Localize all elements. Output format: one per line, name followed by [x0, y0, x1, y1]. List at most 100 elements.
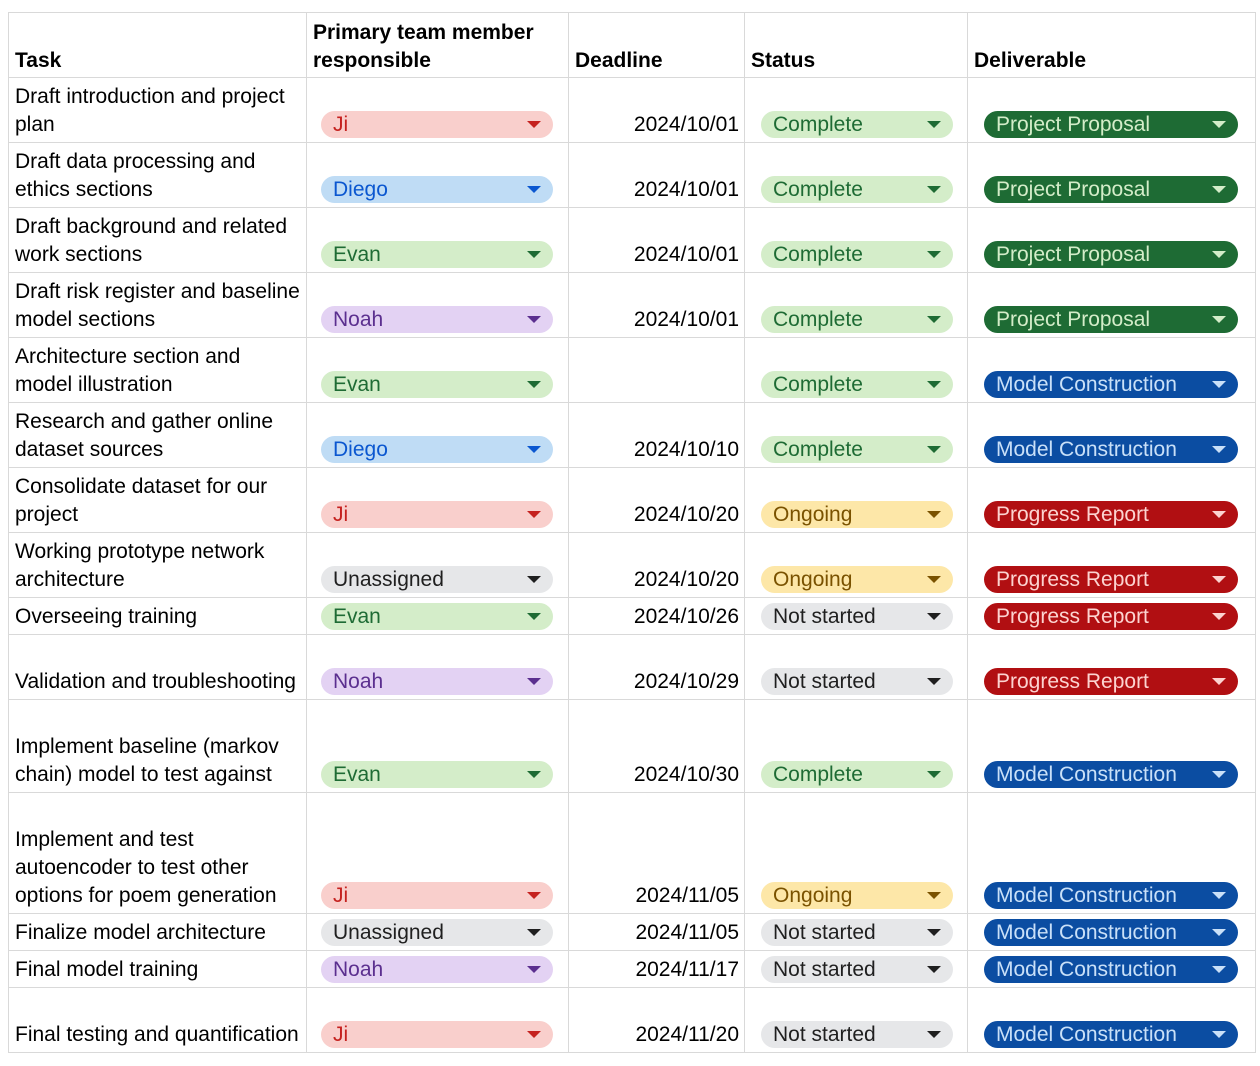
chevron-down-icon[interactable] — [927, 966, 941, 973]
chevron-down-icon[interactable] — [1212, 966, 1226, 973]
task-cell[interactable]: Architecture section and model illustrat… — [8, 337, 307, 403]
deliverable-dropdown[interactable]: Model Construction — [984, 919, 1238, 946]
header-member[interactable]: Primary team member responsible — [306, 12, 569, 78]
status-dropdown[interactable]: Not started — [761, 956, 953, 983]
chevron-down-icon[interactable] — [1212, 186, 1226, 193]
chevron-down-icon[interactable] — [1212, 929, 1226, 936]
deadline-cell[interactable]: 2024/10/26 — [568, 597, 745, 635]
chevron-down-icon[interactable] — [527, 966, 541, 973]
chevron-down-icon[interactable] — [527, 892, 541, 899]
chevron-down-icon[interactable] — [1212, 576, 1226, 583]
member-dropdown[interactable]: Diego — [321, 176, 553, 203]
deadline-cell[interactable]: 2024/10/10 — [568, 402, 745, 468]
member-dropdown[interactable]: Ji — [321, 111, 553, 138]
member-cell[interactable]: Ji — [306, 792, 569, 914]
status-cell[interactable]: Ongoing — [744, 467, 968, 533]
task-cell[interactable]: Overseeing training — [8, 597, 307, 635]
member-dropdown[interactable]: Evan — [321, 761, 553, 788]
status-cell[interactable]: Complete — [744, 142, 968, 208]
deadline-cell[interactable]: 2024/11/05 — [568, 792, 745, 914]
deliverable-cell[interactable]: Project Proposal — [967, 207, 1256, 273]
chevron-down-icon[interactable] — [927, 929, 941, 936]
status-dropdown[interactable]: Complete — [761, 306, 953, 333]
deliverable-cell[interactable]: Project Proposal — [967, 272, 1256, 338]
chevron-down-icon[interactable] — [927, 446, 941, 453]
chevron-down-icon[interactable] — [927, 613, 941, 620]
member-cell[interactable]: Evan — [306, 337, 569, 403]
status-cell[interactable]: Complete — [744, 402, 968, 468]
member-dropdown[interactable]: Noah — [321, 306, 553, 333]
status-dropdown[interactable]: Ongoing — [761, 882, 953, 909]
member-dropdown[interactable]: Evan — [321, 603, 553, 630]
deliverable-dropdown[interactable]: Project Proposal — [984, 306, 1238, 333]
chevron-down-icon[interactable] — [527, 511, 541, 518]
deliverable-dropdown[interactable]: Progress Report — [984, 566, 1238, 593]
member-cell[interactable]: Evan — [306, 207, 569, 273]
chevron-down-icon[interactable] — [1212, 316, 1226, 323]
status-dropdown[interactable]: Ongoing — [761, 566, 953, 593]
member-dropdown[interactable]: Unassigned — [321, 919, 553, 946]
member-dropdown[interactable]: Unassigned — [321, 566, 553, 593]
deliverable-dropdown[interactable]: Model Construction — [984, 882, 1238, 909]
deliverable-dropdown[interactable]: Model Construction — [984, 1021, 1238, 1048]
deliverable-dropdown[interactable]: Model Construction — [984, 761, 1238, 788]
member-cell[interactable]: Ji — [306, 77, 569, 143]
deadline-cell[interactable]: 2024/10/30 — [568, 699, 745, 793]
deliverable-cell[interactable]: Model Construction — [967, 699, 1256, 793]
chevron-down-icon[interactable] — [927, 251, 941, 258]
deliverable-dropdown[interactable]: Project Proposal — [984, 241, 1238, 268]
chevron-down-icon[interactable] — [1212, 251, 1226, 258]
chevron-down-icon[interactable] — [1212, 446, 1226, 453]
member-cell[interactable]: Unassigned — [306, 913, 569, 951]
header-deliverable[interactable]: Deliverable — [967, 12, 1256, 78]
header-deadline[interactable]: Deadline — [568, 12, 745, 78]
deliverable-dropdown[interactable]: Project Proposal — [984, 111, 1238, 138]
deliverable-cell[interactable]: Model Construction — [967, 950, 1256, 988]
chevron-down-icon[interactable] — [1212, 613, 1226, 620]
deadline-cell[interactable]: 2024/10/01 — [568, 142, 745, 208]
deliverable-cell[interactable]: Model Construction — [967, 913, 1256, 951]
task-cell[interactable]: Final testing and quantification — [8, 987, 307, 1053]
chevron-down-icon[interactable] — [527, 576, 541, 583]
chevron-down-icon[interactable] — [927, 381, 941, 388]
status-cell[interactable]: Ongoing — [744, 792, 968, 914]
deliverable-cell[interactable]: Model Construction — [967, 987, 1256, 1053]
status-cell[interactable]: Complete — [744, 699, 968, 793]
chevron-down-icon[interactable] — [927, 316, 941, 323]
member-cell[interactable]: Diego — [306, 402, 569, 468]
task-cell[interactable]: Draft data processing and ethics section… — [8, 142, 307, 208]
deliverable-cell[interactable]: Project Proposal — [967, 77, 1256, 143]
chevron-down-icon[interactable] — [527, 613, 541, 620]
chevron-down-icon[interactable] — [527, 1031, 541, 1038]
header-task[interactable]: Task — [8, 12, 307, 78]
member-cell[interactable]: Unassigned — [306, 532, 569, 598]
chevron-down-icon[interactable] — [527, 446, 541, 453]
deadline-cell[interactable]: 2024/11/17 — [568, 950, 745, 988]
deliverable-dropdown[interactable]: Model Construction — [984, 956, 1238, 983]
deadline-cell[interactable] — [568, 337, 745, 403]
chevron-down-icon[interactable] — [927, 121, 941, 128]
member-dropdown[interactable]: Noah — [321, 668, 553, 695]
status-cell[interactable]: Not started — [744, 634, 968, 700]
deadline-cell[interactable]: 2024/10/01 — [568, 207, 745, 273]
chevron-down-icon[interactable] — [527, 121, 541, 128]
status-cell[interactable]: Complete — [744, 272, 968, 338]
status-dropdown[interactable]: Complete — [761, 241, 953, 268]
header-status[interactable]: Status — [744, 12, 968, 78]
deliverable-cell[interactable]: Project Proposal — [967, 142, 1256, 208]
member-cell[interactable]: Noah — [306, 950, 569, 988]
deliverable-dropdown[interactable]: Model Construction — [984, 371, 1238, 398]
chevron-down-icon[interactable] — [1212, 511, 1226, 518]
chevron-down-icon[interactable] — [927, 771, 941, 778]
status-dropdown[interactable]: Not started — [761, 668, 953, 695]
chevron-down-icon[interactable] — [527, 186, 541, 193]
deliverable-cell[interactable]: Progress Report — [967, 532, 1256, 598]
member-cell[interactable]: Noah — [306, 634, 569, 700]
task-cell[interactable]: Research and gather online dataset sourc… — [8, 402, 307, 468]
status-cell[interactable]: Complete — [744, 77, 968, 143]
deliverable-cell[interactable]: Model Construction — [967, 792, 1256, 914]
deadline-cell[interactable]: 2024/11/20 — [568, 987, 745, 1053]
task-cell[interactable]: Finalize model architecture — [8, 913, 307, 951]
chevron-down-icon[interactable] — [1212, 771, 1226, 778]
member-dropdown[interactable]: Evan — [321, 371, 553, 398]
